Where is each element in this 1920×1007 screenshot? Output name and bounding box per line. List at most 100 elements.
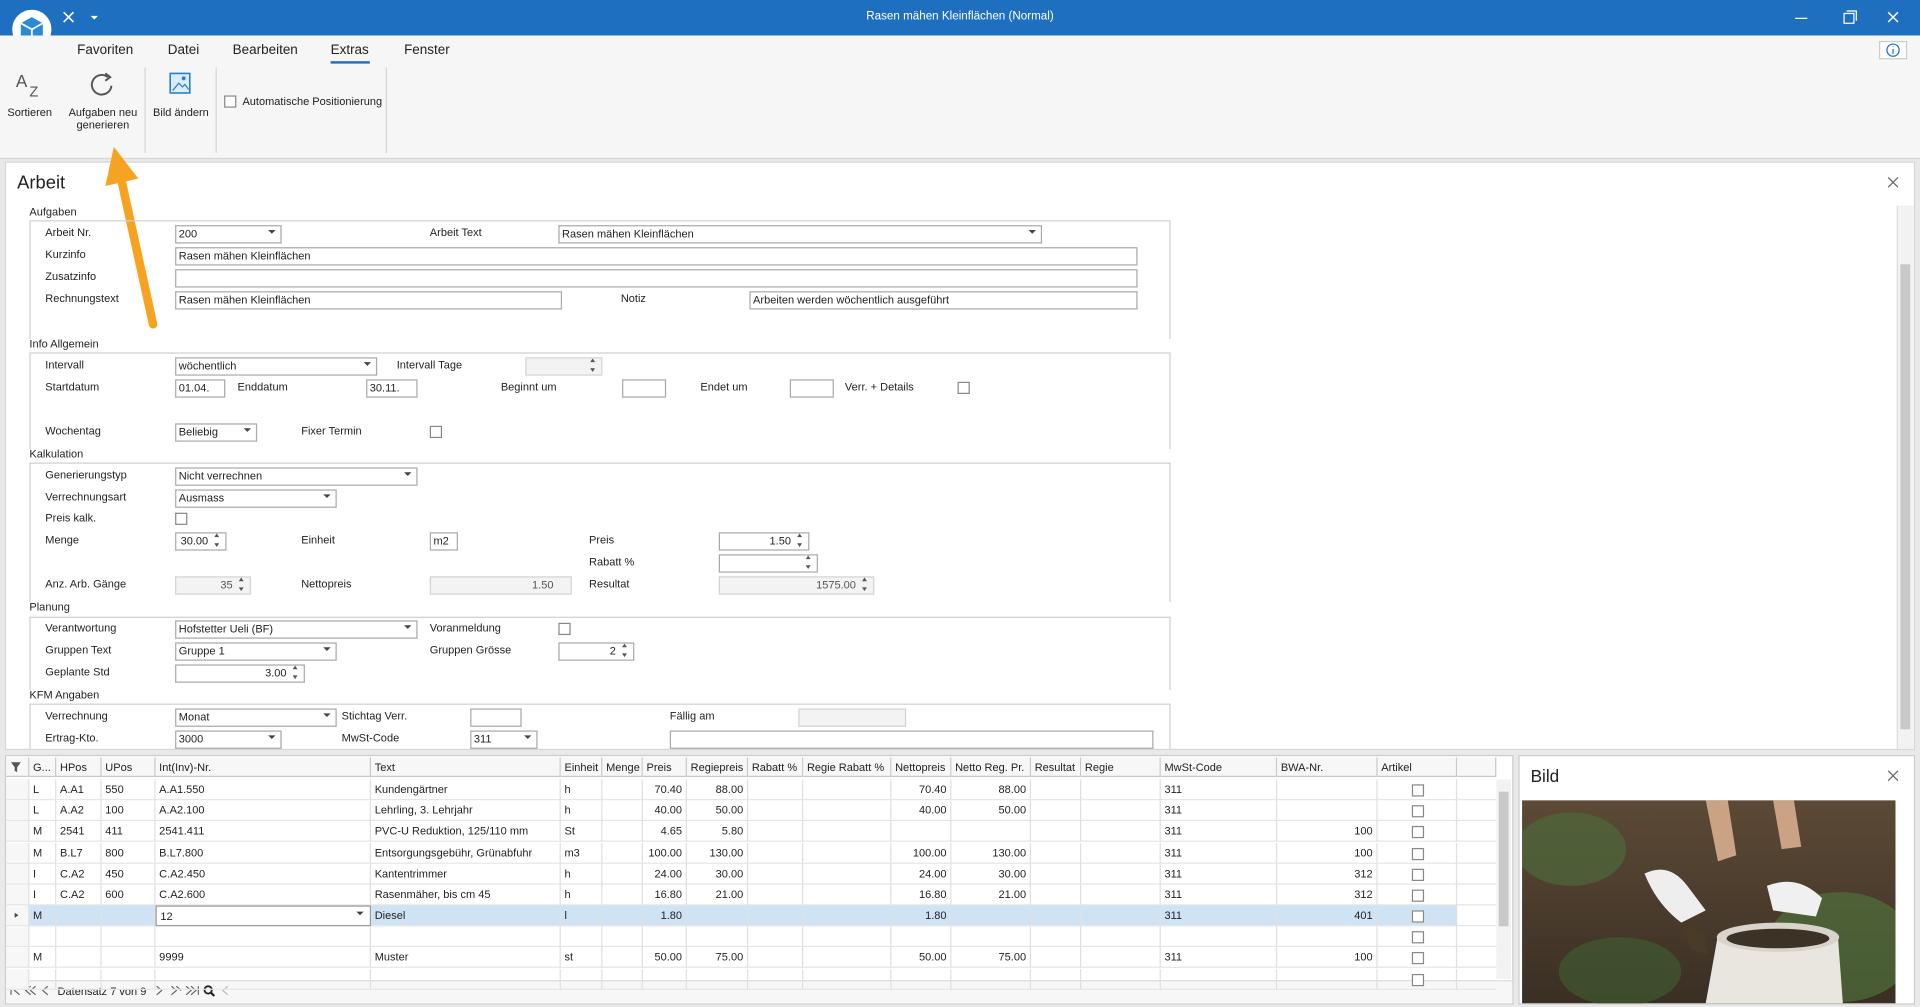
grid-cell[interactable] — [101, 905, 156, 927]
grid-cell[interactable] — [1031, 821, 1082, 843]
spin-down[interactable] — [797, 543, 803, 547]
grid-cell[interactable] — [748, 800, 804, 822]
grid-cell[interactable]: 5.80 — [686, 821, 749, 843]
grid-scrollbar[interactable] — [1496, 779, 1512, 979]
column-header[interactable]: Text — [371, 757, 561, 777]
column-header[interactable]: Int(Inv)-Nr. — [155, 757, 372, 777]
column-header[interactable]: Einheit — [560, 757, 603, 777]
nav-next-last[interactable] — [154, 984, 240, 999]
grid-cell[interactable] — [1160, 926, 1278, 948]
grid-cell[interactable] — [1160, 968, 1278, 990]
combo-box[interactable]: 3000 — [175, 730, 282, 749]
image-icon[interactable] — [168, 71, 195, 98]
filter-header[interactable] — [6, 757, 30, 777]
grid-cell[interactable] — [602, 821, 643, 843]
spin-down[interactable] — [214, 543, 220, 547]
spin-down[interactable] — [238, 587, 244, 591]
grid-cell[interactable] — [56, 947, 102, 969]
spin-down[interactable] — [805, 565, 811, 569]
column-header[interactable]: UPos — [101, 757, 156, 777]
grid-cell[interactable] — [1081, 842, 1161, 864]
grid-cell[interactable]: 1.80 — [642, 905, 687, 927]
combo-box[interactable]: 311 — [470, 730, 538, 749]
grid-cell[interactable] — [803, 863, 892, 885]
scroll-thumb[interactable] — [1900, 264, 1911, 730]
grid-cell[interactable] — [560, 968, 603, 990]
grid-cell[interactable] — [803, 968, 892, 990]
grid-cell[interactable]: 411 — [101, 821, 156, 843]
grid-cell[interactable] — [1277, 926, 1378, 948]
grid-cell[interactable]: 130.00 — [686, 842, 749, 864]
grid-cell[interactable] — [155, 926, 372, 948]
grid-cell[interactable]: Diesel — [371, 905, 561, 927]
text-input[interactable]: Rasen mähen Kleinflächen — [175, 291, 563, 310]
text-input[interactable]: Rasen mähen Kleinflächen — [175, 247, 1138, 266]
grid-cell[interactable] — [1081, 884, 1161, 906]
spin-up[interactable] — [862, 577, 867, 582]
column-header[interactable]: Menge — [602, 757, 643, 777]
grid-cell[interactable]: A.A1.550 — [155, 779, 372, 801]
spin-down[interactable] — [292, 675, 298, 680]
grid-cell[interactable]: 600 — [101, 884, 156, 906]
column-header[interactable]: BWA-Nr. — [1277, 757, 1378, 777]
grid-cell[interactable] — [155, 968, 372, 990]
quick-access[interactable] — [61, 10, 110, 27]
grid-cell[interactable]: 24.00 — [891, 863, 952, 885]
grid-cell[interactable]: Kundengärtner — [371, 779, 561, 801]
text-input[interactable]: m2 — [429, 532, 458, 551]
checkbox[interactable] — [429, 425, 443, 439]
scrollbar[interactable] — [1896, 205, 1914, 749]
grid-cell[interactable] — [1081, 779, 1161, 801]
grid-cell[interactable]: 1.80 — [891, 905, 952, 927]
grid-cell[interactable]: 50.00 — [951, 800, 1032, 822]
grid-cell[interactable]: A.A2.100 — [155, 800, 372, 822]
grid-cell[interactable]: C.A2 — [56, 884, 102, 906]
grid-cell[interactable]: h — [560, 779, 603, 801]
grid-cell[interactable] — [602, 842, 643, 864]
spin-edit[interactable]: 2 — [558, 642, 635, 661]
grid-cell[interactable] — [1031, 905, 1082, 927]
lock-checkbox[interactable] — [1411, 931, 1425, 944]
grid-cell[interactable] — [803, 821, 892, 843]
text-input[interactable] — [798, 708, 907, 727]
combo-box[interactable]: Beliebig — [175, 423, 258, 442]
checkbox[interactable] — [957, 381, 970, 394]
menu-item[interactable]: Datei — [167, 42, 200, 58]
text-input[interactable]: 01.04. — [175, 379, 226, 398]
spin-down[interactable] — [590, 368, 596, 372]
grid-cell[interactable]: 4.65 — [642, 821, 687, 843]
grid-cell[interactable] — [1031, 842, 1082, 864]
grid-cell[interactable] — [1277, 968, 1378, 990]
checkbox[interactable] — [558, 622, 571, 636]
lock-checkbox[interactable] — [1411, 973, 1425, 986]
spin-up[interactable] — [214, 533, 220, 538]
grid-cell[interactable]: Kantentrimmer — [371, 863, 561, 885]
grid-cell[interactable]: 16.80 — [642, 884, 687, 906]
grid-cell[interactable] — [686, 926, 749, 948]
regenerate-icon[interactable] — [88, 71, 117, 100]
grid-cell[interactable]: I — [29, 884, 57, 906]
grid-cell[interactable]: 130.00 — [951, 842, 1032, 864]
grid-cell[interactable]: 88.00 — [951, 779, 1032, 801]
grid-cell[interactable]: Entsorgungsgebühr, Grünabfuhr (GB) — [371, 842, 561, 864]
grid-cell[interactable]: M — [29, 821, 57, 843]
grid-cell[interactable] — [1081, 863, 1161, 885]
grid-cell[interactable] — [56, 905, 102, 927]
grid-cell[interactable]: 40.00 — [891, 800, 952, 822]
checkbox[interactable] — [175, 512, 188, 525]
column-header[interactable]: HPos — [56, 757, 102, 777]
grid-cell[interactable] — [748, 863, 804, 885]
grid-cell[interactable]: 100 — [1277, 821, 1378, 843]
grid-cell[interactable]: 100.00 — [891, 842, 952, 864]
text-input[interactable]: 30.11. — [366, 379, 418, 398]
sort-button[interactable]: Sortieren — [7, 106, 53, 119]
grid-cell[interactable] — [686, 968, 749, 990]
grid-cell[interactable] — [1031, 926, 1082, 948]
grid-cell[interactable] — [803, 884, 892, 906]
lock-checkbox[interactable] — [1411, 805, 1425, 818]
grid-cell[interactable] — [803, 842, 892, 864]
spin-edit[interactable]: 30.00 — [175, 532, 227, 551]
grid-cell[interactable] — [1081, 821, 1161, 843]
grid-cell[interactable]: A.A1 — [56, 779, 102, 801]
column-header[interactable]: G... — [29, 757, 57, 777]
